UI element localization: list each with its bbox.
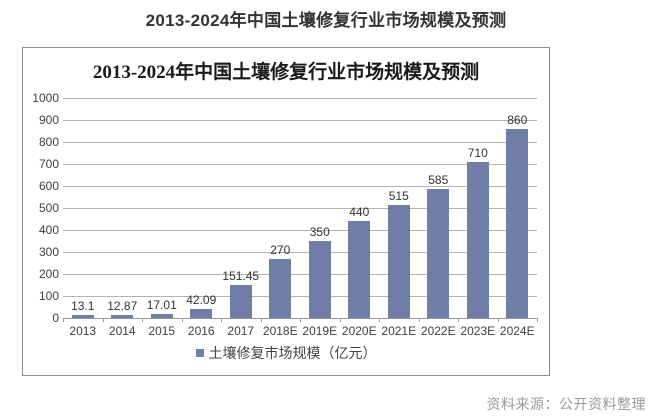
- x-axis-tick-label: 2024E: [499, 324, 535, 338]
- y-axis-tick-label: 200: [38, 267, 59, 281]
- bar: [190, 308, 213, 318]
- x-axis-tick-label: 2020E: [341, 324, 377, 338]
- bar-value-label: 710: [467, 145, 488, 160]
- gridline: [63, 141, 537, 143]
- x-axis-tick: [379, 318, 380, 322]
- x-axis-tick: [221, 318, 222, 322]
- x-axis-tick: [300, 318, 301, 322]
- bar-value-label: 17.01: [146, 298, 177, 313]
- legend-swatch-icon: [195, 349, 204, 357]
- y-axis-tick-label: 800: [38, 135, 59, 149]
- x-axis-tick-label: 2013: [69, 324, 97, 338]
- x-axis-tick: [142, 318, 143, 322]
- bar-value-label: 151.45: [222, 268, 260, 283]
- bar: [387, 204, 410, 318]
- x-axis-tick: [498, 318, 499, 322]
- bar-value-label: 350: [309, 225, 330, 239]
- gridline: [63, 251, 537, 253]
- y-axis-tick-label: 400: [38, 223, 59, 237]
- gridline: [63, 273, 537, 275]
- bar: [111, 315, 134, 318]
- x-axis-tick-label: 2018E: [262, 324, 298, 338]
- bar-value-label: 515: [388, 188, 409, 203]
- y-axis-tick-label: 700: [38, 157, 59, 171]
- bar: [269, 258, 292, 318]
- gridline: [63, 163, 537, 165]
- chart-frame: 2013-2024年中国土壤修复行业市场规模及预测 0 100 200 300 400 5…: [22, 47, 550, 376]
- y-axis-tick-label: 600: [38, 179, 59, 193]
- x-axis-tick-label: 2019E: [302, 324, 338, 338]
- y-axis-tick-label: 300: [38, 245, 59, 259]
- gridline: [63, 229, 537, 231]
- y-axis-tick-label: 500: [38, 201, 59, 215]
- bar-value-label: 585: [428, 173, 449, 188]
- bar: [348, 221, 371, 318]
- x-axis-tick-label: 2015: [148, 324, 176, 338]
- x-axis-tick-label: 2016: [187, 324, 215, 338]
- x-axis: 2013 2014 2015 2016 2017 2018E 2019E 2020E 2021E…: [63, 324, 537, 340]
- x-axis-tick-label: 2023E: [460, 324, 496, 338]
- y-axis: 0 100 200 300 400 500 600 700 800 900 1000: [25, 91, 59, 325]
- x-axis-tick-label: 2021E: [381, 324, 417, 338]
- page-title: 2013-2024年中国土壤修复行业市场规模及预测: [145, 11, 507, 30]
- legend: 土壤修复市场规模（亿元）: [23, 343, 549, 363]
- gridline: [63, 119, 537, 121]
- y-axis-tick-label: 0: [52, 311, 59, 325]
- gridline: [63, 207, 537, 209]
- gridline: [63, 295, 537, 297]
- bar: [506, 128, 529, 318]
- bar-value-label: 860: [507, 112, 528, 127]
- bar: [71, 315, 94, 318]
- bar: [308, 241, 331, 318]
- x-axis-tick: [261, 318, 262, 322]
- x-axis-tick: [458, 318, 459, 322]
- bar: [427, 189, 450, 318]
- chart-title: 2013-2024年中国土壤修复行业市场规模及预测: [92, 62, 480, 83]
- bar-value-label: 270: [270, 242, 291, 257]
- legend-label: 土壤修复市场规模（亿元）: [208, 345, 377, 361]
- x-axis-tick-label: 2014: [108, 324, 136, 338]
- gridline: [63, 97, 537, 99]
- bar-value-label: 13.1: [71, 299, 95, 314]
- x-axis-tick-label: 2017: [227, 324, 255, 338]
- x-axis-tick: [103, 318, 104, 322]
- bar-value-label: 42.09: [186, 292, 217, 307]
- y-axis-tick-label: 100: [38, 289, 59, 303]
- x-axis-tick-label: 2022E: [420, 324, 456, 338]
- x-axis-tick: [182, 318, 183, 322]
- bar: [466, 161, 489, 318]
- x-axis-tick: [340, 318, 341, 322]
- x-axis-tick: [537, 318, 538, 322]
- x-axis-tick: [419, 318, 420, 322]
- y-axis-tick-label: 1000: [32, 91, 59, 105]
- bar: [229, 284, 252, 318]
- y-axis-tick-label: 900: [38, 113, 59, 127]
- bar: [150, 314, 173, 318]
- plot-area: 13.1 12.87 17.01 42.09 151.45 270 350 440 515 585…: [63, 97, 538, 322]
- bar-value-label: 12.87: [107, 299, 138, 314]
- source-note: 资料来源：公开资料整理: [486, 396, 646, 412]
- gridline: [63, 185, 537, 187]
- bar-value-label: 440: [349, 205, 370, 220]
- x-axis-tick: [63, 318, 64, 322]
